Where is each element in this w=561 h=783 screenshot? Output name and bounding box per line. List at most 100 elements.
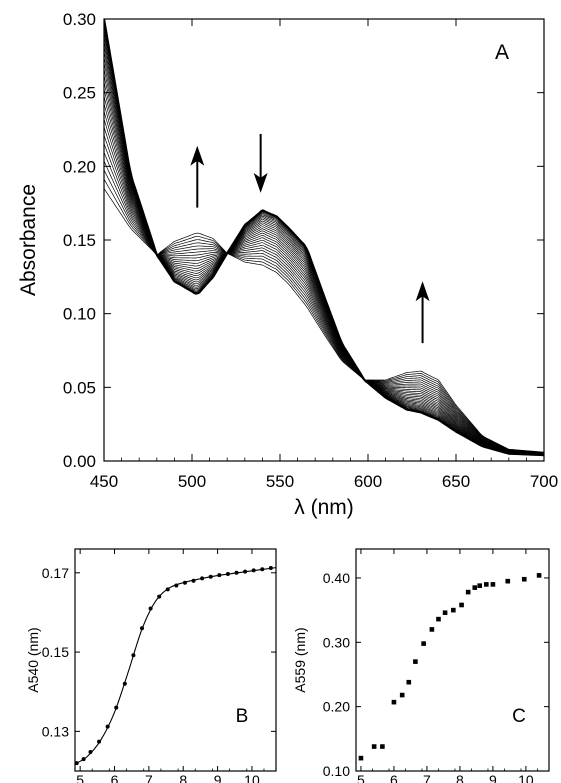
data-point xyxy=(148,606,153,611)
data-point xyxy=(225,571,230,576)
data-point xyxy=(243,569,248,574)
data-point xyxy=(105,724,110,729)
arrow-up-icon xyxy=(415,281,430,302)
spectrum-line xyxy=(104,69,544,455)
y-tick-label: 0.20 xyxy=(63,157,96,176)
spectrum-line xyxy=(104,89,544,455)
data-point xyxy=(208,574,213,579)
data-point xyxy=(429,627,435,632)
spectrum-line xyxy=(104,25,544,456)
x-tick-label: 600 xyxy=(354,472,382,491)
data-point xyxy=(200,576,205,581)
x-tick-label: 9 xyxy=(489,772,497,783)
y-tick-label: 0.17 xyxy=(42,565,69,581)
x-axis-title: λ (nm) xyxy=(294,496,354,519)
spectrum-line xyxy=(104,169,544,453)
data-point xyxy=(157,594,162,599)
plot-frame xyxy=(74,548,277,772)
y-tick-label: 0.13 xyxy=(42,723,69,739)
plot-frame xyxy=(103,18,545,462)
y-tick-label: 0.10 xyxy=(63,305,96,324)
y-tick-label: 0.25 xyxy=(63,84,96,103)
y-tick-label: 0.10 xyxy=(323,763,350,779)
plot-frame xyxy=(355,548,550,772)
y-axis-title: Absorbance xyxy=(17,184,40,296)
data-point xyxy=(88,749,93,754)
spectrum-line xyxy=(104,143,544,454)
spectrum-line xyxy=(104,103,544,454)
data-point xyxy=(465,589,471,595)
data-point xyxy=(217,573,222,578)
x-tick-label: 9 xyxy=(214,772,222,783)
data-point xyxy=(260,567,265,572)
data-point xyxy=(406,679,412,685)
x-tick-label: 8 xyxy=(179,772,187,783)
spectrum-line xyxy=(104,22,544,456)
data-point xyxy=(174,583,179,588)
arrow-up-icon xyxy=(190,145,205,166)
spectrum-line xyxy=(104,62,544,455)
data-point xyxy=(459,602,464,608)
y-axis-title: A559 (nm) xyxy=(292,627,308,692)
data-point xyxy=(505,578,511,584)
x-tick-label: 650 xyxy=(442,472,470,491)
x-tick-label: 700 xyxy=(530,472,558,491)
data-point xyxy=(380,744,385,749)
y-tick-label: 0.15 xyxy=(63,231,96,250)
data-point xyxy=(477,583,483,588)
spectrum-line xyxy=(104,126,544,454)
data-point xyxy=(413,659,418,664)
spectrum-line xyxy=(104,111,544,454)
x-tick-label: 5 xyxy=(76,772,84,783)
spectrum-line xyxy=(104,82,544,455)
fit-curve xyxy=(74,567,277,765)
x-tick-label: 6 xyxy=(111,772,119,783)
spectrum-line xyxy=(104,32,544,456)
spectrum-line xyxy=(104,57,544,455)
panel-label: B xyxy=(236,706,249,727)
panel-label: A xyxy=(495,41,509,64)
x-tick-label: 500 xyxy=(178,472,206,491)
spectrum-line xyxy=(104,178,544,453)
spectrum-line xyxy=(104,188,544,453)
data-point xyxy=(442,610,448,616)
data-point xyxy=(421,641,426,646)
x-tick-label: 8 xyxy=(456,772,464,783)
data-point xyxy=(191,578,196,583)
data-point xyxy=(451,607,456,613)
data-point xyxy=(131,653,136,658)
spectrum-line xyxy=(104,28,544,456)
spectra-group xyxy=(104,19,544,457)
data-point xyxy=(484,582,489,587)
data-point xyxy=(490,582,496,587)
panel-label: C xyxy=(512,706,526,727)
spectrum-line xyxy=(104,96,544,455)
x-tick-label: 10 xyxy=(244,772,260,783)
y-tick-label: 0.30 xyxy=(63,10,96,29)
data-point xyxy=(81,757,86,762)
y-tick-label: 0.20 xyxy=(323,699,350,715)
data-point xyxy=(97,739,102,744)
x-tick-label: 450 xyxy=(90,472,118,491)
x-tick-label: 10 xyxy=(518,772,534,783)
x-tick-label: 5 xyxy=(357,772,365,783)
data-point xyxy=(234,570,239,575)
data-point xyxy=(114,705,119,710)
data-point xyxy=(268,566,273,571)
x-tick-label: 7 xyxy=(145,772,153,783)
data-point xyxy=(165,587,170,592)
y-axis-title: A540 (nm) xyxy=(25,627,41,692)
data-point xyxy=(122,681,127,686)
y-tick-label: 0.30 xyxy=(323,634,350,650)
data-point xyxy=(371,744,377,749)
x-tick-label: 7 xyxy=(423,772,431,783)
data-point xyxy=(358,755,364,761)
data-point xyxy=(140,626,144,631)
spectrum-line xyxy=(104,36,544,456)
x-tick-label: 6 xyxy=(390,772,398,783)
y-tick-label: 0.40 xyxy=(323,570,350,586)
spectrum-line xyxy=(104,19,544,457)
